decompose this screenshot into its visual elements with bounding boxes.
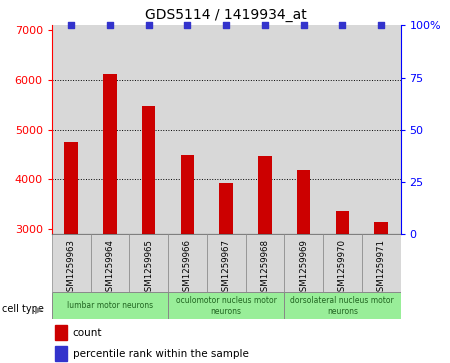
- Bar: [297, 170, 310, 234]
- Bar: [258, 156, 272, 234]
- Bar: [362, 234, 400, 292]
- Point: [339, 23, 346, 28]
- Bar: [142, 106, 155, 234]
- Bar: [284, 234, 323, 292]
- Point: [68, 23, 75, 28]
- Bar: [168, 234, 207, 292]
- Bar: [323, 234, 362, 292]
- Text: percentile rank within the sample: percentile rank within the sample: [73, 349, 248, 359]
- Text: dorsolateral nucleus motor
neurons: dorsolateral nucleus motor neurons: [291, 296, 394, 315]
- Bar: [284, 292, 400, 319]
- Text: GSM1259963: GSM1259963: [67, 239, 76, 297]
- Bar: [284, 25, 323, 234]
- Text: GSM1259965: GSM1259965: [144, 239, 153, 297]
- Bar: [336, 211, 349, 234]
- Bar: [90, 234, 129, 292]
- Text: cell type: cell type: [2, 304, 44, 314]
- Bar: [246, 234, 284, 292]
- Point: [222, 23, 230, 28]
- Bar: [323, 25, 362, 234]
- Bar: [103, 74, 117, 234]
- Text: ▶: ▶: [35, 304, 43, 314]
- Bar: [246, 25, 284, 234]
- Point: [184, 23, 191, 28]
- Bar: [55, 346, 68, 361]
- Bar: [207, 25, 246, 234]
- Point: [378, 23, 385, 28]
- Bar: [207, 234, 246, 292]
- Bar: [374, 222, 388, 234]
- Bar: [90, 25, 129, 234]
- Bar: [55, 325, 68, 340]
- Bar: [64, 142, 78, 234]
- Text: GSM1259969: GSM1259969: [299, 239, 308, 297]
- Text: GSM1259971: GSM1259971: [377, 239, 386, 297]
- Bar: [362, 25, 400, 234]
- Bar: [52, 25, 90, 234]
- Text: GSM1259966: GSM1259966: [183, 239, 192, 297]
- Point: [261, 23, 269, 28]
- Point: [106, 23, 113, 28]
- Text: oculomotor nucleus motor
neurons: oculomotor nucleus motor neurons: [176, 296, 277, 315]
- Bar: [168, 292, 284, 319]
- Bar: [219, 183, 233, 234]
- Text: GSM1259967: GSM1259967: [221, 239, 230, 297]
- Bar: [129, 25, 168, 234]
- Text: count: count: [73, 328, 102, 338]
- Point: [300, 23, 307, 28]
- Bar: [129, 234, 168, 292]
- Point: [145, 23, 152, 28]
- Title: GDS5114 / 1419934_at: GDS5114 / 1419934_at: [145, 8, 307, 22]
- Text: GSM1259964: GSM1259964: [105, 239, 114, 297]
- Text: GSM1259970: GSM1259970: [338, 239, 347, 297]
- Bar: [52, 234, 90, 292]
- Text: GSM1259968: GSM1259968: [261, 239, 270, 297]
- Bar: [168, 25, 207, 234]
- Text: lumbar motor neurons: lumbar motor neurons: [67, 301, 153, 310]
- Bar: [52, 292, 168, 319]
- Bar: [180, 155, 194, 234]
